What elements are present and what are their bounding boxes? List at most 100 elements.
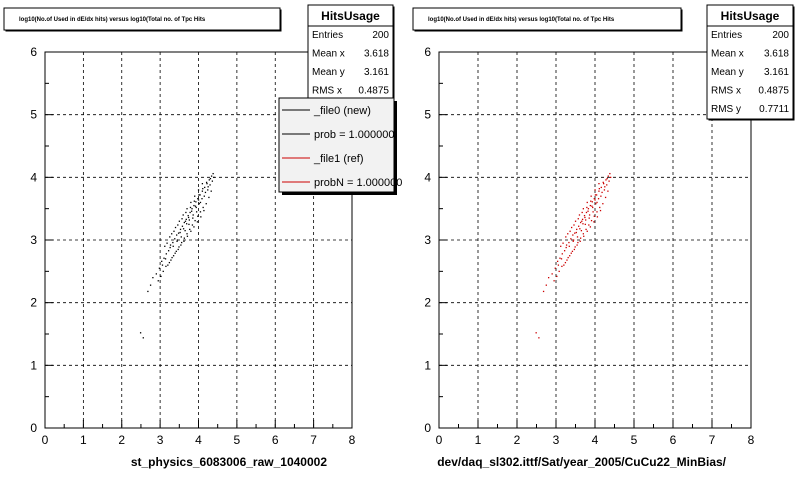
data-point bbox=[186, 233, 188, 235]
data-point bbox=[192, 217, 194, 219]
data-point bbox=[208, 179, 210, 181]
data-point bbox=[584, 216, 586, 219]
data-point bbox=[607, 175, 609, 177]
data-point bbox=[572, 240, 574, 242]
data-point bbox=[598, 190, 600, 192]
y-tick-label: 3 bbox=[30, 233, 37, 247]
data-point bbox=[202, 206, 204, 209]
data-point bbox=[588, 214, 591, 216]
data-point bbox=[181, 218, 183, 220]
data-point bbox=[189, 228, 191, 231]
stats-label: Mean x bbox=[312, 49, 345, 60]
data-point bbox=[169, 236, 171, 238]
data-point bbox=[175, 250, 177, 252]
data-point bbox=[199, 194, 201, 196]
data-point bbox=[582, 208, 584, 210]
data-point bbox=[180, 244, 182, 246]
x-axis-label: dev/daq_sl302.ittf/Sat/year_2005/CuCu22_… bbox=[437, 455, 726, 469]
data-point bbox=[598, 188, 600, 190]
data-point bbox=[600, 186, 602, 189]
data-point bbox=[604, 196, 607, 199]
data-point bbox=[563, 264, 565, 266]
data-point bbox=[585, 228, 587, 231]
data-point bbox=[556, 260, 559, 263]
data-point bbox=[602, 183, 605, 185]
stats-value: 3.618 bbox=[364, 49, 389, 60]
data-point bbox=[202, 188, 204, 190]
data-point bbox=[184, 220, 187, 222]
data-point bbox=[562, 242, 564, 244]
data-point bbox=[560, 258, 563, 260]
data-point bbox=[565, 236, 567, 238]
data-point bbox=[210, 190, 212, 192]
data-point bbox=[592, 211, 594, 213]
data-point bbox=[169, 244, 172, 246]
data-point bbox=[577, 218, 579, 220]
data-point bbox=[179, 228, 182, 231]
data-point bbox=[598, 183, 600, 185]
stats-value: 3.161 bbox=[364, 67, 389, 78]
data-point bbox=[172, 241, 174, 244]
y-tick-label: 1 bbox=[30, 358, 37, 372]
y-tick-label: 2 bbox=[30, 296, 37, 310]
data-point bbox=[174, 252, 176, 254]
data-point bbox=[197, 189, 200, 191]
data-point bbox=[185, 218, 187, 221]
data-point bbox=[569, 230, 571, 232]
data-point bbox=[582, 223, 584, 225]
legend: _file0 (new) prob = 1.000000 _file1 (ref) p… bbox=[278, 97, 402, 195]
data-point bbox=[586, 206, 588, 209]
data-point bbox=[162, 270, 164, 273]
x-tick-label: 1 bbox=[475, 433, 482, 447]
x-tick-label: 6 bbox=[272, 433, 279, 447]
legend-box bbox=[278, 97, 395, 193]
data-point bbox=[139, 332, 142, 334]
x-tick-label: 1 bbox=[80, 433, 87, 447]
data-point bbox=[558, 270, 560, 273]
data-point bbox=[201, 198, 203, 200]
legend-label: prob = 1.000000 bbox=[314, 129, 394, 141]
data-point bbox=[198, 194, 200, 196]
data-point bbox=[194, 219, 196, 222]
data-point bbox=[152, 277, 154, 279]
data-point bbox=[179, 231, 181, 234]
y-tick-label: 5 bbox=[424, 108, 431, 122]
data-point bbox=[581, 211, 583, 214]
data-point bbox=[164, 245, 166, 247]
data-point bbox=[593, 198, 595, 200]
data-point bbox=[165, 253, 167, 255]
data-point bbox=[594, 194, 597, 196]
data-point bbox=[579, 221, 582, 224]
data-point bbox=[609, 172, 611, 175]
data-point bbox=[191, 208, 193, 210]
data-point bbox=[173, 230, 175, 232]
data-point bbox=[176, 234, 178, 236]
data-point bbox=[166, 242, 168, 244]
data-point bbox=[206, 183, 208, 185]
data-point bbox=[196, 221, 199, 223]
data-point bbox=[193, 226, 195, 228]
data-point bbox=[177, 232, 180, 234]
data-point bbox=[186, 223, 188, 225]
x-tick-label: 3 bbox=[157, 433, 164, 447]
data-point bbox=[577, 241, 579, 244]
stats-value: 200 bbox=[772, 30, 789, 41]
data-point bbox=[566, 259, 568, 261]
stats-label: Entries bbox=[711, 30, 742, 41]
data-point bbox=[568, 245, 570, 247]
data-point bbox=[595, 203, 597, 205]
data-point bbox=[589, 204, 592, 207]
stats-label: RMS x bbox=[711, 86, 741, 97]
data-point bbox=[582, 233, 584, 235]
data-point bbox=[178, 246, 180, 248]
data-point bbox=[157, 280, 159, 282]
data-point bbox=[592, 206, 594, 209]
data-point bbox=[576, 244, 578, 246]
x-tick-label: 0 bbox=[42, 433, 49, 447]
data-point bbox=[207, 189, 209, 191]
data-point bbox=[172, 245, 174, 247]
data-point bbox=[212, 172, 214, 175]
x-tick-label: 0 bbox=[436, 433, 443, 447]
data-point bbox=[183, 240, 185, 242]
data-point bbox=[607, 190, 609, 192]
